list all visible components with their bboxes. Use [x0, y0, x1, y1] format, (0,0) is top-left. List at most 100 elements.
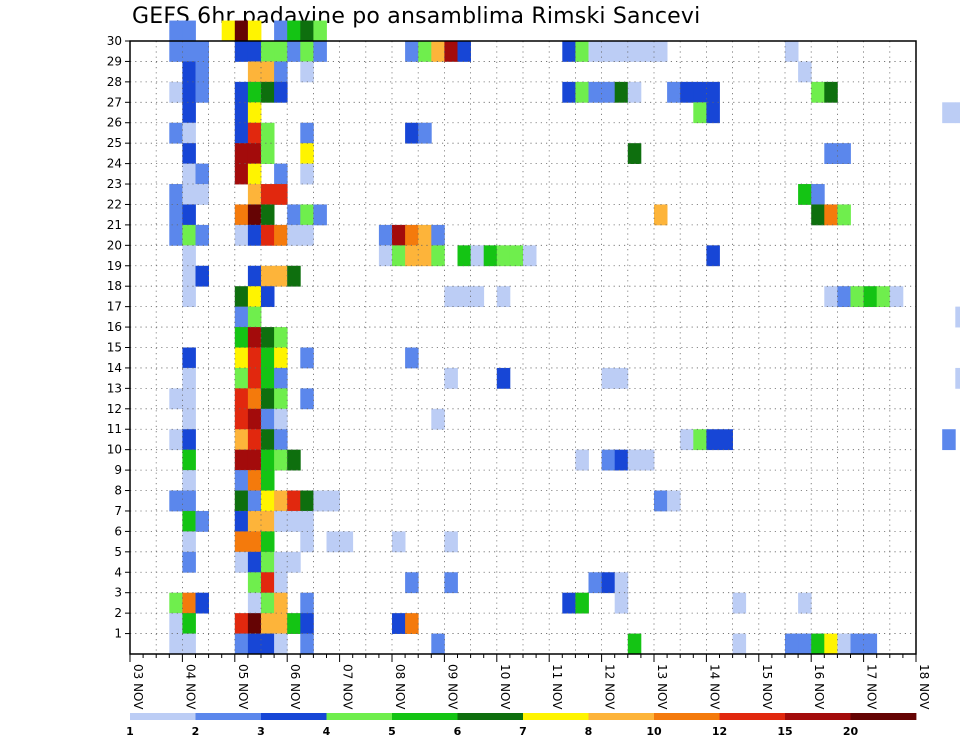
x-tick-label: 15 NOV	[760, 664, 774, 710]
x-tick-label: 04 NOV	[183, 664, 197, 710]
heatmap-cell	[169, 490, 183, 512]
heatmap-cell	[195, 184, 209, 205]
heatmap-cell	[261, 367, 275, 389]
heatmap-cell	[824, 286, 838, 308]
heatmap-cell	[261, 184, 275, 205]
heatmap-cell	[811, 204, 825, 226]
x-tick-label: 11 NOV	[550, 664, 564, 710]
heatmap-cell	[261, 61, 275, 83]
heatmap-cell	[627, 143, 642, 164]
heatmap-cell	[798, 184, 812, 205]
heatmap-cell	[261, 551, 275, 573]
heatmap-cell	[169, 388, 183, 410]
heatmap-cell	[182, 245, 196, 267]
heatmap-cell	[378, 224, 393, 246]
x-tick-label: 18 NOV	[917, 664, 931, 710]
heatmap-cell	[234, 531, 249, 553]
heatmap-cell	[247, 531, 262, 553]
y-tick-label: 16	[107, 320, 122, 334]
y-tick-label: 7	[114, 504, 122, 518]
colorbar-label: 5	[388, 725, 396, 738]
heatmap-cell	[942, 102, 956, 124]
heatmap-cell	[418, 224, 432, 246]
heatmap-cell	[627, 81, 642, 103]
x-tick-label: 10 NOV	[498, 664, 512, 710]
heatmap-cell	[182, 41, 196, 62]
heatmap-cell	[326, 490, 340, 512]
heatmap-cell	[706, 81, 720, 103]
heatmap-cell	[261, 633, 275, 655]
heatmap-cell	[680, 429, 694, 451]
heatmap-cell	[300, 163, 314, 185]
heatmap-cell	[261, 531, 275, 553]
heatmap-cell	[234, 367, 249, 389]
heatmap-cell	[247, 286, 262, 308]
heatmap-cell	[182, 265, 196, 287]
heatmap-cell	[575, 592, 589, 614]
heatmap-cell	[182, 408, 196, 430]
x-tick-label: 08 NOV	[393, 664, 407, 710]
heatmap-cell	[824, 81, 838, 103]
heatmap-cell	[234, 122, 249, 144]
heatmap-cell	[247, 510, 262, 532]
heatmap-cell	[195, 41, 209, 62]
heatmap-cell	[732, 592, 747, 614]
y-axis: 1234567891011121314151617181920212223242…	[107, 34, 130, 641]
heatmap-cell	[195, 61, 209, 83]
colorbar-swatch	[261, 713, 327, 720]
heatmap-cell	[234, 510, 249, 532]
heatmap-cell	[300, 122, 314, 144]
heatmap-cell	[182, 510, 196, 532]
heatmap-cell	[247, 102, 262, 124]
heatmap-cell	[326, 531, 340, 553]
x-tick-label: 12 NOV	[603, 664, 617, 710]
heatmap-cell	[182, 224, 196, 246]
heatmap-cell	[850, 286, 864, 308]
heatmap-cell	[247, 490, 262, 512]
y-tick-label: 13	[107, 381, 122, 395]
heatmap-cell	[261, 224, 275, 246]
heatmap-cell	[274, 408, 288, 430]
heatmap-cell	[261, 572, 275, 594]
heatmap-cell	[182, 449, 196, 471]
colorbar-label: 15	[777, 725, 792, 738]
heatmap-cell	[392, 224, 406, 246]
heatmap-cell	[523, 245, 537, 267]
heatmap-cell	[562, 592, 576, 614]
heatmap-cell	[247, 204, 262, 226]
heatmap-cell	[261, 265, 275, 287]
heatmap-cell	[234, 633, 249, 655]
heatmap-cell	[261, 490, 275, 512]
heatmap-cell	[274, 388, 288, 410]
heatmap-cell	[234, 449, 249, 471]
heatmap-cell	[313, 204, 327, 226]
colorbar-swatch	[130, 713, 196, 720]
colorbar-label: 2	[192, 725, 200, 738]
heatmap-cell	[588, 41, 602, 62]
heatmap-cell	[287, 510, 301, 532]
heatmap-cell	[287, 551, 301, 573]
heatmap-cell	[863, 633, 878, 655]
colorbar-swatch	[850, 713, 917, 720]
heatmap-cell	[614, 592, 629, 614]
heatmap-cell	[247, 613, 262, 634]
colorbar-swatch	[457, 713, 524, 720]
heatmap-cell	[261, 388, 275, 410]
grid-lines	[130, 41, 916, 654]
heatmap-cell	[261, 510, 275, 532]
heatmap-cell	[627, 449, 642, 471]
heatmap-cell	[287, 490, 301, 512]
heatmap-cell	[247, 551, 262, 573]
heatmap-cell	[837, 286, 851, 308]
heatmap-cell	[274, 490, 288, 512]
heatmap-cell	[274, 633, 288, 655]
heatmap-cell	[640, 41, 655, 62]
heatmap-cell	[654, 204, 668, 226]
heatmap-cell	[601, 41, 616, 62]
heatmap-cell	[627, 633, 642, 655]
heatmap-cell	[234, 163, 249, 185]
x-tick-label: 13 NOV	[655, 664, 669, 710]
heatmap-cell	[405, 122, 419, 144]
heatmap-cell	[247, 224, 262, 246]
heatmap-cell	[287, 204, 301, 226]
